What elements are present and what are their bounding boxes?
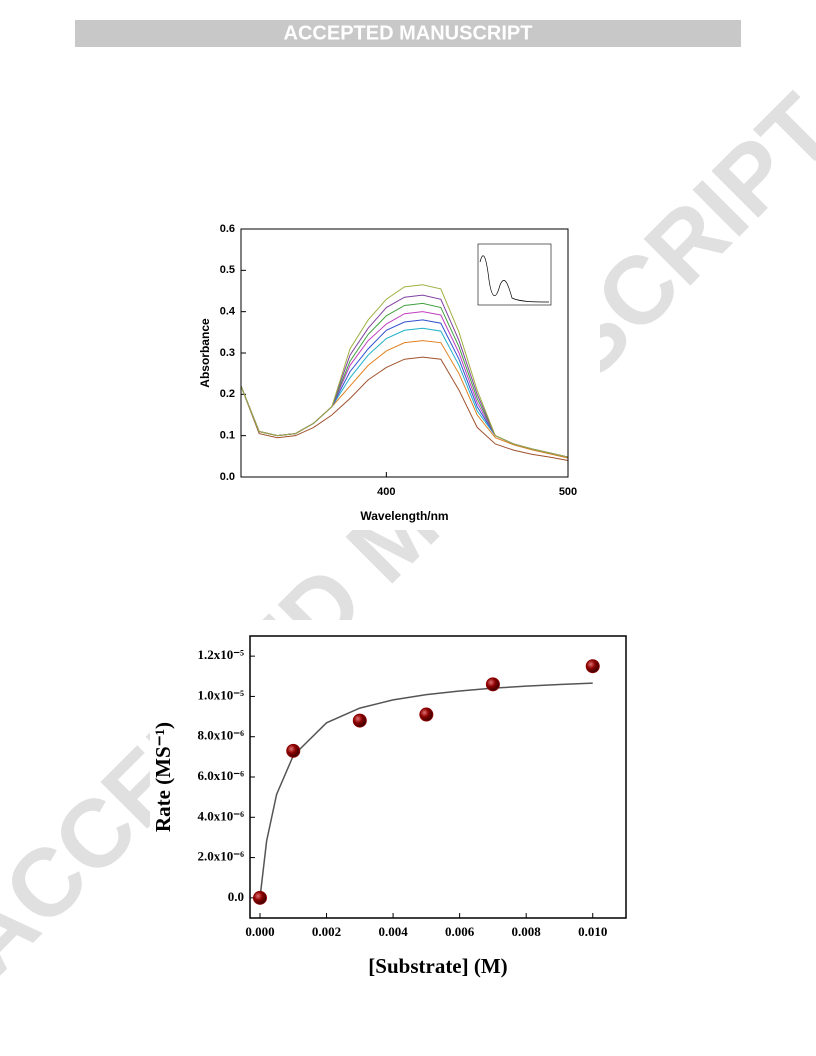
y-tick-label: 0.1 (220, 430, 235, 442)
y-tick-label: 0.3 (220, 347, 235, 359)
inset-curve (479, 255, 550, 303)
data-point (286, 743, 301, 758)
y-tick-label: 4.0x10⁻⁶ (197, 808, 244, 823)
x-tick-label: 0.006 (445, 924, 475, 939)
y-tick-label: 6.0x10⁻⁶ (197, 768, 244, 783)
data-point (485, 677, 500, 692)
x-axis-title: Wavelength/nm (360, 509, 448, 523)
y-tick-label: 1.0x10⁻⁵ (197, 687, 244, 702)
charts: 0.0 0.1 0.2 0.3 0.4 0.5 0.6 400 500 Wavelength/nm… (150, 200, 650, 990)
y-tick-label: 0.2 (220, 388, 235, 400)
y-tick-label: 0.0 (220, 471, 235, 483)
data-line (259, 682, 593, 898)
data-line (240, 284, 569, 458)
x-tick-label: 500 (559, 486, 577, 498)
x-tick-label: 0.000 (245, 924, 274, 939)
data-line (240, 356, 569, 461)
x-axis-title: [Substrate] (M) (368, 954, 507, 978)
y-tick-label: 1.2x10⁻⁵ (197, 647, 244, 662)
x-tick-label: 0.002 (312, 924, 341, 939)
plot-frame (249, 635, 627, 919)
y-tick-label: 0.5 (220, 264, 235, 276)
inset-frame (477, 243, 552, 306)
header-banner (75, 20, 741, 47)
y-tick-label: 0.6 (220, 223, 235, 235)
plot-frame (240, 228, 569, 478)
x-tick-label: 0.008 (512, 924, 542, 939)
y-axis-title: Rate (MS⁻¹) (151, 722, 175, 832)
x-tick-label: 400 (377, 486, 395, 498)
y-tick-label: 0.4 (220, 306, 236, 318)
header-title: ACCEPTED MANUSCRIPT (284, 22, 533, 44)
y-tick-label: 0.0 (228, 889, 244, 904)
x-tick-label: 0.004 (378, 924, 408, 939)
y-tick-label: 2.0x10⁻⁶ (197, 849, 244, 864)
inset (477, 243, 552, 306)
data-point (585, 659, 600, 674)
y-tick-label: 8.0x10⁻⁶ (197, 728, 244, 743)
data-point (252, 890, 267, 905)
data-point (419, 707, 434, 722)
x-tick-label: 0.010 (578, 924, 607, 939)
y-axis-title: Absorbance (198, 318, 212, 388)
chart-background (150, 620, 650, 990)
data-point (352, 713, 367, 728)
